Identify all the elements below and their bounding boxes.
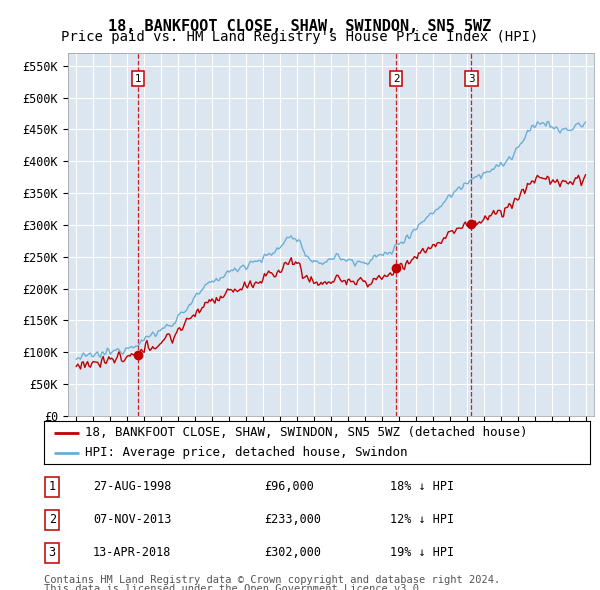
Text: 27-AUG-1998: 27-AUG-1998 <box>93 480 172 493</box>
Text: £233,000: £233,000 <box>264 513 321 526</box>
Text: Contains HM Land Registry data © Crown copyright and database right 2024.: Contains HM Land Registry data © Crown c… <box>44 575 500 585</box>
Text: 1: 1 <box>135 74 142 84</box>
Text: This data is licensed under the Open Government Licence v3.0.: This data is licensed under the Open Gov… <box>44 584 425 590</box>
Text: 12% ↓ HPI: 12% ↓ HPI <box>390 513 454 526</box>
Text: 18, BANKFOOT CLOSE, SHAW, SWINDON, SN5 5WZ (detached house): 18, BANKFOOT CLOSE, SHAW, SWINDON, SN5 5… <box>85 427 527 440</box>
Text: 18, BANKFOOT CLOSE, SHAW, SWINDON, SN5 5WZ: 18, BANKFOOT CLOSE, SHAW, SWINDON, SN5 5… <box>109 19 491 34</box>
Text: 2: 2 <box>49 513 56 526</box>
Text: 13-APR-2018: 13-APR-2018 <box>93 546 172 559</box>
Text: 19% ↓ HPI: 19% ↓ HPI <box>390 546 454 559</box>
Text: £302,000: £302,000 <box>264 546 321 559</box>
Text: 3: 3 <box>468 74 475 84</box>
Text: HPI: Average price, detached house, Swindon: HPI: Average price, detached house, Swin… <box>85 446 407 459</box>
Text: 07-NOV-2013: 07-NOV-2013 <box>93 513 172 526</box>
Text: 2: 2 <box>393 74 400 84</box>
Text: 1: 1 <box>49 480 56 493</box>
Text: Price paid vs. HM Land Registry's House Price Index (HPI): Price paid vs. HM Land Registry's House … <box>61 30 539 44</box>
Text: £96,000: £96,000 <box>264 480 314 493</box>
Text: 18% ↓ HPI: 18% ↓ HPI <box>390 480 454 493</box>
Text: 3: 3 <box>49 546 56 559</box>
